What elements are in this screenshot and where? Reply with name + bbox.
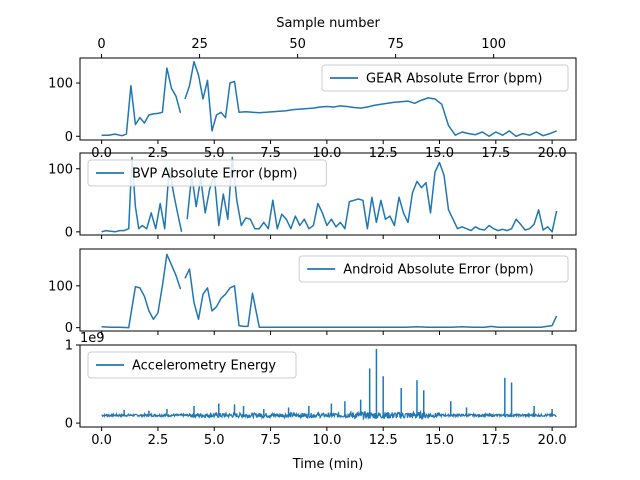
top-x-tick-label: 50	[289, 37, 306, 52]
y-scale-label: 1e9	[80, 331, 105, 346]
series-line-segment	[101, 67, 182, 137]
series-line-segment	[184, 60, 557, 138]
y-tick-label: 0	[65, 417, 73, 432]
axes-frame	[79, 248, 577, 332]
android-error-panel: 0 100 Android Absolute Error (bpm)	[48, 248, 577, 336]
top-x-tick-label: 75	[387, 37, 404, 52]
y-tick-label: 0	[65, 321, 73, 336]
x-tick-label: 7.5	[260, 433, 281, 448]
legend-box	[87, 351, 297, 379]
y-tick-label: 100	[48, 77, 73, 92]
x-tick-label: 5.0	[204, 433, 225, 448]
y-tick-label: 0	[65, 130, 73, 145]
legend-label: Accelerometry Energy	[132, 359, 276, 374]
x-tick-label: 10.0	[312, 433, 341, 448]
accelerometry-panel: 010.0 2.5 5.0 7.5 10.0 12.5 15.0 17.5 20.01e9Acc…	[65, 331, 577, 448]
legend-label: GEAR Absolute Error (bpm)	[366, 72, 542, 87]
x-tick-label: 0.0	[91, 433, 112, 448]
legend: GEAR Absolute Error (bpm)	[321, 64, 569, 92]
axes-frame	[79, 57, 577, 141]
legend-label: BVP Absolute Error (bpm)	[132, 167, 297, 182]
energy-line	[101, 409, 557, 421]
top-x-tick-label: 25	[191, 37, 208, 52]
top-axis-label: Sample number	[276, 16, 380, 31]
y-tick-label: 100	[48, 162, 73, 177]
legend: Accelerometry Energy	[87, 351, 297, 379]
x-tick-label: 2.5	[148, 433, 169, 448]
y-tick-label: 0	[65, 225, 73, 240]
legend: Android Absolute Error (bpm)	[298, 255, 569, 283]
axes-frame	[79, 152, 577, 236]
x-tick-label: 17.5	[481, 433, 510, 448]
x-tick-label: 12.5	[369, 433, 398, 448]
series-line-segment	[101, 253, 182, 329]
top-x-tick-label: 100	[481, 37, 506, 52]
series-line-segment	[186, 156, 558, 233]
bvp-error-panel: 0 100 BVP Absolute Error (bpm)	[48, 152, 577, 240]
legend-label: Android Absolute Error (bpm)	[343, 263, 533, 278]
series-line-segment	[184, 268, 558, 328]
legend-box	[87, 159, 327, 187]
bottom-axis-label: Time (min)	[292, 457, 364, 472]
x-tick-label: 20.0	[538, 433, 567, 448]
legend-box	[298, 255, 569, 283]
x-tick-label: 15.0	[425, 433, 454, 448]
legend: BVP Absolute Error (bpm)	[87, 159, 327, 187]
top-x-tick-label: 0	[97, 37, 105, 52]
y-tick-label: 100	[48, 279, 73, 294]
y-tick-label: 1	[65, 339, 73, 354]
axes-frame	[79, 344, 577, 428]
legend-box	[321, 64, 569, 92]
